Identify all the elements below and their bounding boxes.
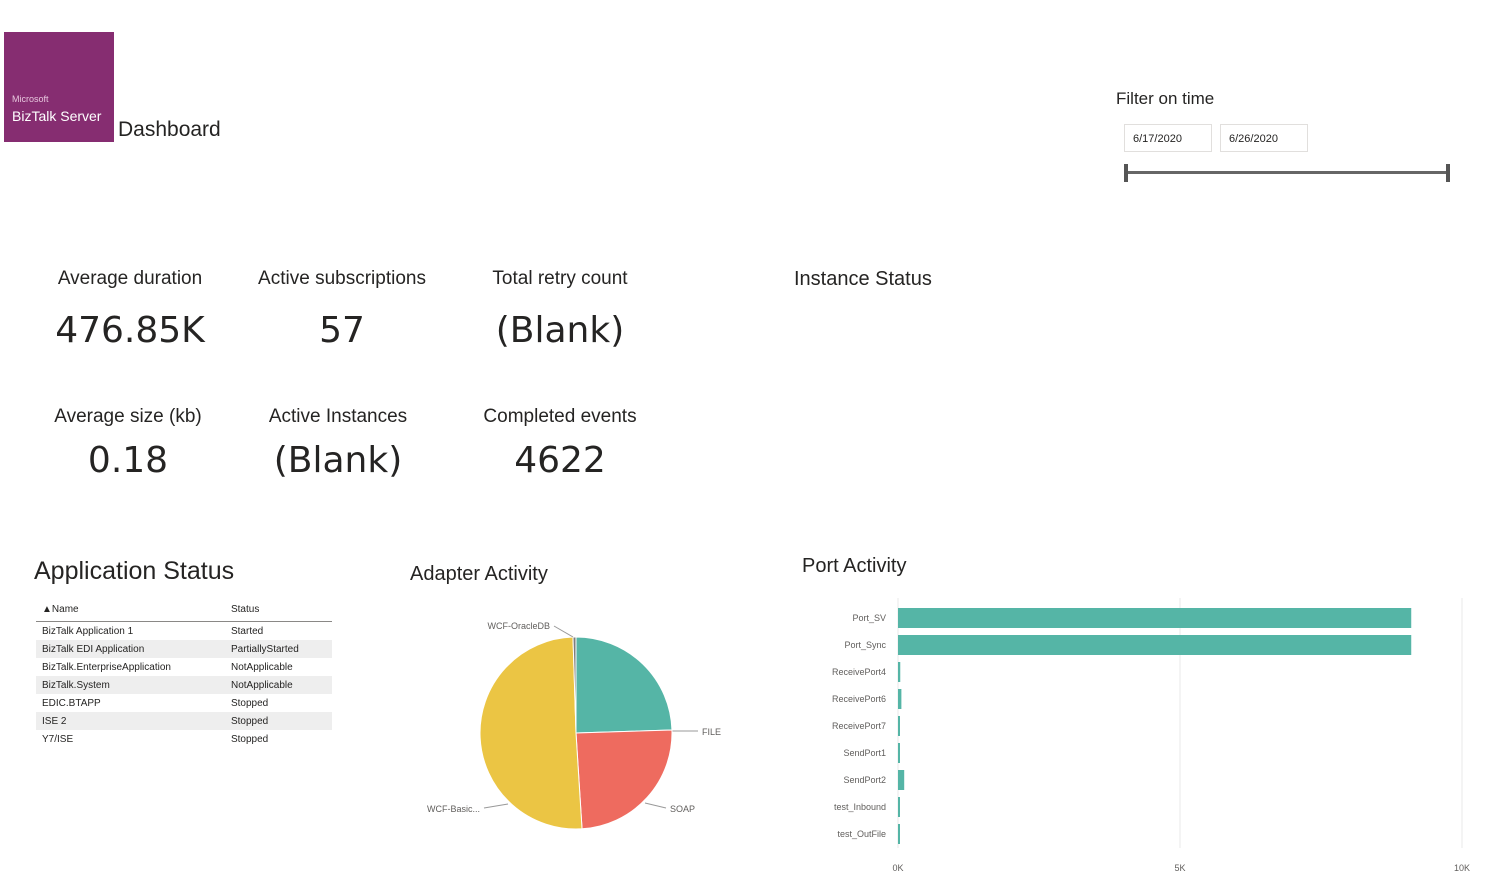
- pie-slice-wcf-basic-[interactable]: [479, 636, 583, 830]
- kpi-value: 4622: [514, 440, 606, 481]
- bar-receiveport6[interactable]: [898, 689, 902, 709]
- app-name: BizTalk.System: [36, 676, 225, 694]
- y-category-label: ReceivePort6: [832, 694, 886, 704]
- port-activity-bar-chart[interactable]: 0K 5K 10K Port_SV Port_Sync ReceivePort4 Recei…: [790, 590, 1480, 875]
- pie-slice-wcf-oracledb[interactable]: [572, 636, 577, 734]
- column-header-name[interactable]: ▲Name: [36, 597, 225, 622]
- kpi-value: 57: [319, 310, 365, 351]
- table-row[interactable]: BizTalk.EnterpriseApplication NotApplicab…: [36, 658, 332, 676]
- slider-end-handle[interactable]: [1446, 164, 1450, 182]
- adapter-activity-title: Adapter Activity: [410, 563, 548, 585]
- app-status: NotApplicable: [230, 661, 293, 673]
- bar-receiveport7[interactable]: [898, 716, 900, 736]
- table-header-row: ▲Name Status: [36, 597, 332, 622]
- y-category-label: ReceivePort4: [832, 667, 886, 677]
- bar-sendport2[interactable]: [898, 770, 905, 790]
- bar-port-sv[interactable]: [898, 608, 1412, 628]
- pie-slice-file[interactable]: [575, 636, 673, 734]
- adapter-activity-pie-chart[interactable]: FILE SOAP WCF-Basic... WCF-OracleDB: [400, 600, 760, 850]
- application-status-title: Application Status: [34, 557, 235, 585]
- bar-test-inbound[interactable]: [898, 797, 900, 817]
- y-category-label: Port_SV: [852, 613, 886, 623]
- app-name: Y7/ISE: [42, 733, 74, 745]
- instance-status-title: Instance Status: [794, 268, 932, 290]
- bar-sendport1[interactable]: [898, 743, 900, 763]
- kpi-label: Active Instances: [268, 406, 408, 427]
- pie-leader-line: [644, 802, 667, 809]
- kpi-label: Total retry count: [492, 268, 628, 289]
- filter-title: Filter on time: [1116, 89, 1215, 108]
- kpi-label: Average duration: [57, 268, 203, 289]
- pie-label: SOAP: [670, 804, 695, 814]
- y-category-label: SendPort1: [843, 748, 886, 758]
- x-tick-label: 5K: [1174, 863, 1185, 873]
- kpi-value: (Blank): [273, 440, 403, 481]
- app-status: Started: [230, 625, 264, 637]
- y-category-label: Port_Sync: [844, 640, 886, 650]
- pie-leader-line: [553, 625, 574, 638]
- kpi-average-duration: Average duration 476.85K: [30, 268, 230, 351]
- column-header-status[interactable]: Status: [224, 597, 332, 622]
- kpi-label: Average size (kb): [54, 406, 202, 427]
- table-row[interactable]: EDIC.BTAPP Stopped: [36, 694, 332, 712]
- end-date-input[interactable]: 6/26/2020: [1220, 124, 1308, 152]
- bar-receiveport4[interactable]: [898, 662, 901, 682]
- x-tick-label: 0K: [892, 863, 903, 873]
- kpi-total-retry-count: Total retry count (Blank): [460, 268, 660, 351]
- kpi-average-size: Average size (kb) 0.18: [28, 406, 228, 481]
- biztalk-logo: Microsoft BizTalk Server: [4, 32, 114, 142]
- app-status: Stopped: [224, 712, 332, 730]
- kpi-label: Active subscriptions: [258, 268, 426, 289]
- y-category-label: SendPort2: [843, 775, 886, 785]
- page-title: Dashboard: [118, 118, 221, 141]
- pie-label: WCF-OracleDB: [488, 621, 551, 631]
- app-name: EDIC.BTAPP: [42, 697, 101, 709]
- y-category-label: test_Inbound: [834, 802, 886, 812]
- table-row[interactable]: BizTalk EDI Application PartiallyStarted: [36, 640, 332, 658]
- app-name: BizTalk Application 1: [42, 625, 134, 637]
- y-category-label: test_OutFile: [837, 829, 886, 839]
- bar-port-sync[interactable]: [898, 635, 1412, 655]
- table-row[interactable]: ISE 2 Stopped: [36, 712, 332, 730]
- kpi-value: 0.18: [87, 440, 169, 481]
- kpi-value: 476.85K: [55, 310, 205, 351]
- app-name: ISE 2: [36, 712, 225, 730]
- table-row[interactable]: Y7/ISE Stopped: [36, 730, 332, 748]
- kpi-label: Completed events: [483, 406, 637, 427]
- date-range-slider[interactable]: [1126, 171, 1449, 174]
- app-status: Stopped: [230, 697, 269, 709]
- table-row[interactable]: BizTalk Application 1 Started: [36, 622, 332, 641]
- application-status-table: ▲Name Status BizTalk Application 1 Starte…: [36, 597, 332, 748]
- kpi-active-subscriptions: Active subscriptions 57: [242, 268, 442, 351]
- start-date-input[interactable]: 6/17/2020: [1124, 124, 1212, 152]
- logo-microsoft-text: Microsoft: [12, 94, 49, 104]
- table-row[interactable]: BizTalk.System NotApplicable: [36, 676, 332, 694]
- app-name: BizTalk.EnterpriseApplication: [42, 661, 171, 673]
- slider-start-handle[interactable]: [1124, 164, 1128, 182]
- app-status: PartiallyStarted: [224, 640, 332, 658]
- pie-label: WCF-Basic...: [427, 804, 480, 814]
- x-tick-label: 10K: [1454, 863, 1470, 873]
- port-activity-title: Port Activity: [802, 555, 907, 577]
- app-status: Stopped: [230, 733, 269, 745]
- logo-product-text: BizTalk Server: [12, 108, 102, 124]
- kpi-active-instances: Active Instances (Blank): [238, 406, 438, 481]
- pie-slice-soap[interactable]: [575, 729, 673, 830]
- app-name: BizTalk EDI Application: [36, 640, 225, 658]
- bar-test-outfile[interactable]: [898, 824, 900, 844]
- sort-ascending-icon: ▲: [42, 603, 52, 615]
- app-status: NotApplicable: [224, 676, 332, 694]
- kpi-value: (Blank): [495, 310, 625, 351]
- pie-leader-line: [483, 803, 509, 809]
- kpi-completed-events: Completed events 4622: [460, 406, 660, 481]
- y-category-label: ReceivePort7: [832, 721, 886, 731]
- pie-label: FILE: [702, 727, 721, 737]
